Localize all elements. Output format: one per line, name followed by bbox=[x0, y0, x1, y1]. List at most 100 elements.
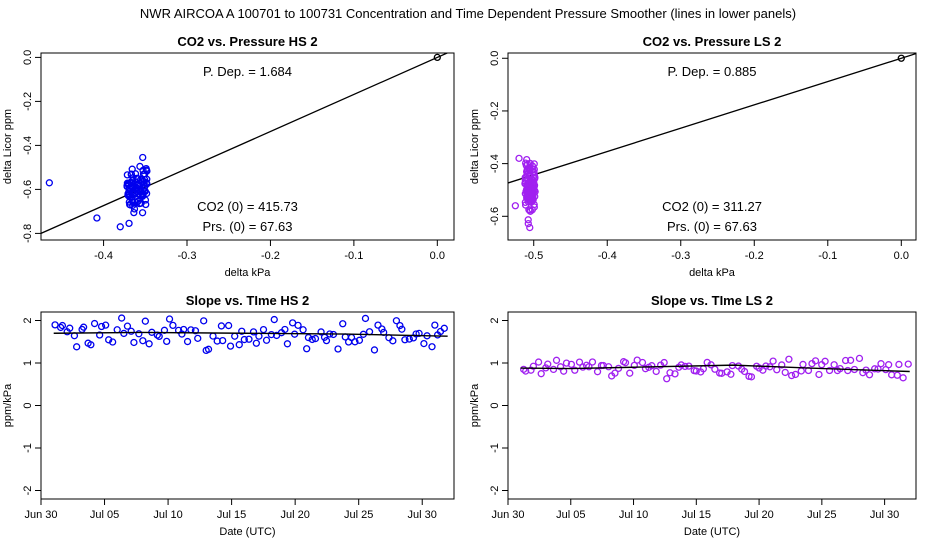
x-tick-label: Jul 15 bbox=[682, 509, 711, 521]
x-tick-label: 0.0 bbox=[430, 250, 445, 262]
data-point bbox=[521, 198, 530, 207]
plot-frame bbox=[40, 52, 455, 241]
x-tick-label: Jun 30 bbox=[491, 509, 524, 521]
data-point bbox=[524, 216, 532, 224]
y-tick-label: 0 bbox=[489, 402, 501, 408]
data-point bbox=[415, 329, 423, 338]
data-point bbox=[249, 328, 258, 336]
data-point bbox=[830, 361, 838, 369]
origin-point bbox=[433, 53, 441, 62]
data-point bbox=[648, 362, 656, 370]
data-point bbox=[155, 332, 163, 341]
data-point bbox=[113, 326, 121, 334]
plot-area bbox=[508, 53, 916, 232]
x-tick-label: 0.0 bbox=[894, 250, 909, 262]
data-point bbox=[105, 336, 113, 344]
x-tick-label: Jul 10 bbox=[619, 509, 648, 521]
data-point bbox=[226, 342, 235, 350]
plot-area bbox=[519, 354, 912, 383]
data-point bbox=[529, 185, 538, 194]
data-point bbox=[123, 171, 132, 179]
data-point bbox=[773, 366, 781, 374]
data-point bbox=[127, 327, 135, 335]
y-tick-label: -0.2 bbox=[22, 92, 34, 111]
data-point bbox=[96, 331, 104, 339]
data-point bbox=[109, 338, 117, 346]
data-point bbox=[544, 360, 552, 368]
x-tick-label: -0.1 bbox=[818, 250, 837, 262]
data-point bbox=[339, 320, 347, 328]
y-tick-label: -0.8 bbox=[22, 224, 34, 243]
data-point bbox=[267, 330, 276, 339]
data-point bbox=[855, 354, 864, 363]
data-point bbox=[90, 319, 99, 328]
chart-title: Slope vs. TIme LS 2 bbox=[651, 293, 773, 308]
data-point bbox=[874, 365, 882, 373]
data-point bbox=[142, 164, 150, 173]
data-point bbox=[626, 369, 634, 377]
data-point bbox=[116, 223, 124, 231]
data-point bbox=[163, 337, 171, 346]
chart-hs-pressure: CO2 vs. Pressure HS 2 -0.3 -0.2 -0.1 0.0 -0.4… bbox=[2, 34, 455, 279]
data-point bbox=[118, 314, 126, 322]
data-point bbox=[252, 339, 261, 347]
data-point bbox=[304, 333, 313, 342]
data-point bbox=[396, 321, 404, 330]
y-tick-label: -1 bbox=[22, 443, 34, 453]
data-point bbox=[56, 323, 65, 332]
y-axis-label: ppm/kPa bbox=[2, 383, 14, 427]
data-point bbox=[138, 186, 146, 195]
data-point bbox=[160, 326, 169, 334]
plot-area bbox=[41, 53, 449, 234]
data-point bbox=[778, 361, 786, 369]
data-point bbox=[191, 327, 200, 335]
x-tick-label: Jul 20 bbox=[280, 509, 309, 521]
chart-title: CO2 vs. Pressure HS 2 bbox=[177, 34, 317, 49]
y-tick-label: 1 bbox=[22, 360, 34, 366]
data-point bbox=[123, 182, 131, 190]
data-point bbox=[652, 367, 660, 376]
y-tick-label: -0.4 bbox=[22, 136, 34, 155]
data-point bbox=[781, 368, 789, 377]
data-point bbox=[204, 345, 213, 353]
data-point bbox=[294, 321, 302, 330]
y-tick-label: 2 bbox=[22, 317, 34, 323]
data-point bbox=[440, 324, 448, 332]
y-tick-label: 1 bbox=[489, 360, 501, 366]
data-point bbox=[727, 370, 735, 378]
data-point bbox=[79, 323, 88, 331]
data-point bbox=[123, 322, 132, 330]
fit-line bbox=[508, 53, 916, 184]
data-point bbox=[526, 206, 534, 214]
data-point bbox=[126, 193, 134, 201]
data-point bbox=[638, 358, 647, 367]
data-point bbox=[355, 336, 364, 344]
x-axis-label: delta kPa bbox=[689, 267, 736, 279]
data-point bbox=[87, 341, 95, 349]
data-point bbox=[138, 209, 147, 217]
data-point bbox=[130, 208, 138, 217]
data-point bbox=[523, 187, 531, 195]
data-point bbox=[524, 191, 532, 200]
data-point bbox=[270, 315, 278, 324]
data-point bbox=[526, 223, 534, 232]
data-point bbox=[139, 153, 147, 162]
origin-point bbox=[897, 54, 905, 62]
data-point bbox=[139, 337, 147, 345]
x-tick-label: Jul 10 bbox=[153, 509, 182, 521]
y-tick-label: -2 bbox=[22, 486, 34, 496]
data-point bbox=[844, 366, 852, 375]
data-point bbox=[178, 330, 186, 338]
x-tick-label: Jul 25 bbox=[807, 509, 836, 521]
y-tick-label: 2 bbox=[489, 317, 501, 323]
data-point bbox=[523, 165, 532, 173]
data-point bbox=[641, 365, 650, 373]
data-point bbox=[519, 365, 528, 374]
data-point bbox=[567, 360, 576, 369]
chart-ls-pressure: CO2 vs. Pressure LS 2 -0.4 -0.3 -0.2 -0.1 0.0… bbox=[469, 34, 917, 279]
data-point bbox=[138, 178, 146, 186]
data-point bbox=[240, 335, 248, 344]
data-point bbox=[534, 358, 543, 366]
data-point bbox=[585, 363, 593, 371]
data-point bbox=[224, 321, 233, 330]
